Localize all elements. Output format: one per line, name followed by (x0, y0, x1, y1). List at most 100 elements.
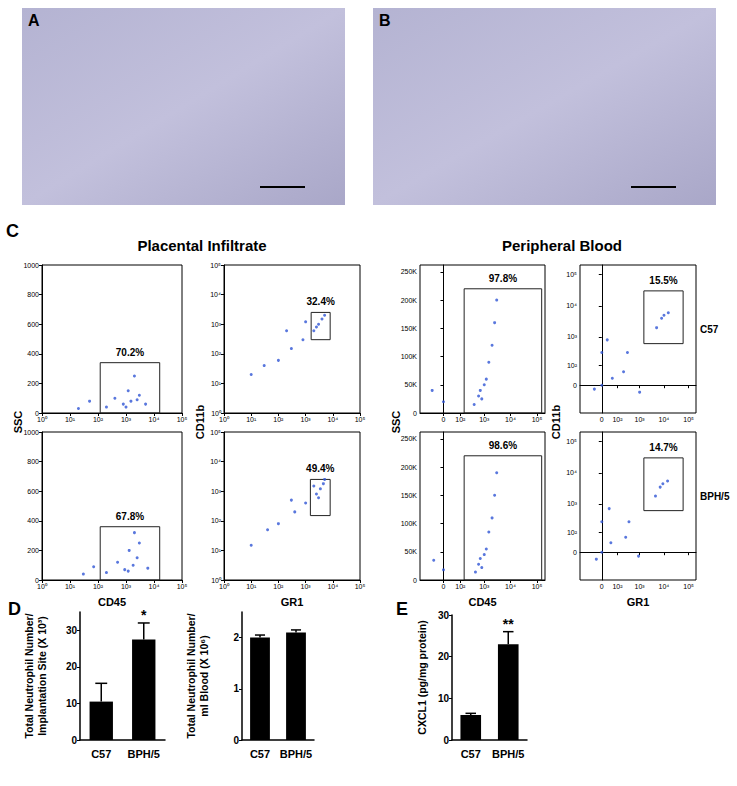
svg-text:1000: 1000 (23, 262, 39, 269)
svg-text:10⁵: 10⁵ (532, 416, 543, 423)
svg-text:10²: 10² (211, 350, 222, 357)
svg-text:10³: 10³ (121, 416, 132, 423)
svg-text:250K: 250K (401, 268, 418, 275)
svg-text:10⁴: 10⁴ (327, 583, 338, 590)
svg-text:10¹: 10¹ (65, 583, 76, 590)
svg-text:400: 400 (27, 517, 39, 524)
svg-text:C57: C57 (700, 324, 719, 335)
svg-text:10²: 10² (273, 583, 284, 590)
svg-text:10⁰: 10⁰ (37, 416, 48, 423)
svg-text:C57: C57 (91, 748, 111, 760)
svg-text:BPH/5: BPH/5 (128, 748, 160, 760)
svg-text:98.6%: 98.6% (489, 440, 517, 451)
svg-text:CD45: CD45 (98, 596, 126, 608)
svg-text:**: ** (503, 616, 514, 632)
svg-text:70.2%: 70.2% (116, 347, 144, 358)
svg-text:600: 600 (27, 321, 39, 328)
svg-text:10³: 10³ (479, 583, 490, 590)
svg-text:GR1: GR1 (627, 596, 650, 608)
svg-text:10²: 10² (93, 416, 104, 423)
svg-text:2: 2 (233, 632, 239, 643)
svg-text:250K: 250K (401, 435, 418, 442)
svg-text:0: 0 (233, 735, 239, 746)
svg-text:10³: 10³ (635, 416, 646, 423)
svg-text:0: 0 (443, 735, 449, 746)
svg-text:10³: 10³ (567, 500, 578, 507)
svg-text:10²: 10² (93, 583, 104, 590)
svg-text:10⁴: 10⁴ (659, 583, 670, 590)
svg-text:10³: 10³ (635, 583, 646, 590)
svg-text:10²: 10² (612, 583, 623, 590)
svg-text:97.8%: 97.8% (489, 273, 517, 284)
svg-text:10⁵: 10⁵ (210, 429, 221, 436)
svg-text:0: 0 (442, 583, 446, 590)
svg-text:600: 600 (27, 488, 39, 495)
svg-text:1000: 1000 (23, 429, 39, 436)
svg-text:E: E (396, 599, 408, 619)
svg-text:0: 0 (413, 410, 417, 417)
svg-text:Peripheral Blood: Peripheral Blood (502, 237, 622, 254)
svg-text:10⁵: 10⁵ (177, 416, 188, 423)
svg-text:0: 0 (442, 416, 446, 423)
svg-text:10³: 10³ (567, 333, 578, 340)
svg-text:Implantation Site (X 10³): Implantation Site (X 10³) (36, 616, 48, 736)
svg-text:10¹: 10¹ (246, 416, 257, 423)
svg-text:10²: 10² (612, 416, 623, 423)
svg-text:C57: C57 (461, 748, 481, 760)
svg-text:10²: 10² (567, 529, 578, 536)
svg-text:200: 200 (27, 380, 39, 387)
svg-text:30: 30 (438, 610, 450, 621)
svg-text:10³: 10³ (301, 416, 312, 423)
svg-text:0: 0 (71, 735, 77, 746)
svg-text:BPH/5: BPH/5 (492, 748, 524, 760)
svg-text:BPH/5: BPH/5 (700, 491, 730, 502)
svg-text:SSC: SSC (12, 411, 24, 434)
svg-text:10¹: 10¹ (65, 416, 76, 423)
svg-text:200K: 200K (401, 297, 418, 304)
svg-text:800: 800 (27, 291, 39, 298)
svg-text:10: 10 (438, 693, 450, 704)
svg-text:10³: 10³ (211, 321, 222, 328)
svg-text:10⁰: 10⁰ (219, 583, 230, 590)
svg-text:10³: 10³ (479, 416, 490, 423)
svg-text:10⁵: 10⁵ (683, 583, 694, 590)
svg-text:CD11b: CD11b (550, 405, 562, 440)
svg-text:A: A (28, 12, 40, 29)
svg-text:10³: 10³ (121, 583, 132, 590)
svg-text:10⁴: 10⁴ (210, 458, 221, 465)
svg-text:100K: 100K (401, 353, 418, 360)
svg-text:10⁵: 10⁵ (532, 583, 543, 590)
svg-text:30: 30 (66, 625, 78, 636)
svg-text:10⁴: 10⁴ (327, 416, 338, 423)
svg-text:400: 400 (27, 350, 39, 357)
svg-text:10⁵: 10⁵ (566, 271, 577, 278)
svg-text:10⁴: 10⁴ (505, 416, 516, 423)
svg-text:CXCL1 (pg/mg protein): CXCL1 (pg/mg protein) (416, 620, 428, 734)
svg-text:10⁵: 10⁵ (177, 583, 188, 590)
svg-text:0: 0 (600, 416, 604, 423)
svg-text:10²: 10² (455, 416, 466, 423)
svg-text:10⁵: 10⁵ (210, 262, 221, 269)
svg-text:10⁰: 10⁰ (37, 583, 48, 590)
svg-text:15.5%: 15.5% (649, 275, 677, 286)
svg-text:10¹: 10¹ (211, 380, 222, 387)
svg-text:1: 1 (233, 683, 239, 694)
svg-text:50K: 50K (405, 381, 418, 388)
svg-text:10⁴: 10⁴ (566, 469, 577, 476)
svg-text:200: 200 (27, 547, 39, 554)
svg-text:Total Neutrophil Number/: Total Neutrophil Number/ (23, 613, 35, 738)
svg-text:800: 800 (27, 458, 39, 465)
svg-text:10⁵: 10⁵ (355, 583, 366, 590)
svg-text:150K: 150K (401, 325, 418, 332)
svg-text:CD11b: CD11b (194, 405, 206, 440)
svg-text:10²: 10² (455, 583, 466, 590)
svg-text:CD45: CD45 (468, 596, 496, 608)
svg-text:67.8%: 67.8% (116, 511, 144, 522)
svg-text:Placental Infiltrate: Placental Infiltrate (137, 237, 266, 254)
svg-text:10⁰: 10⁰ (219, 416, 230, 423)
svg-text:10: 10 (66, 698, 78, 709)
svg-text:150K: 150K (401, 492, 418, 499)
svg-text:10³: 10³ (211, 488, 222, 495)
svg-text:C: C (6, 221, 19, 241)
svg-text:10⁴: 10⁴ (210, 291, 221, 298)
